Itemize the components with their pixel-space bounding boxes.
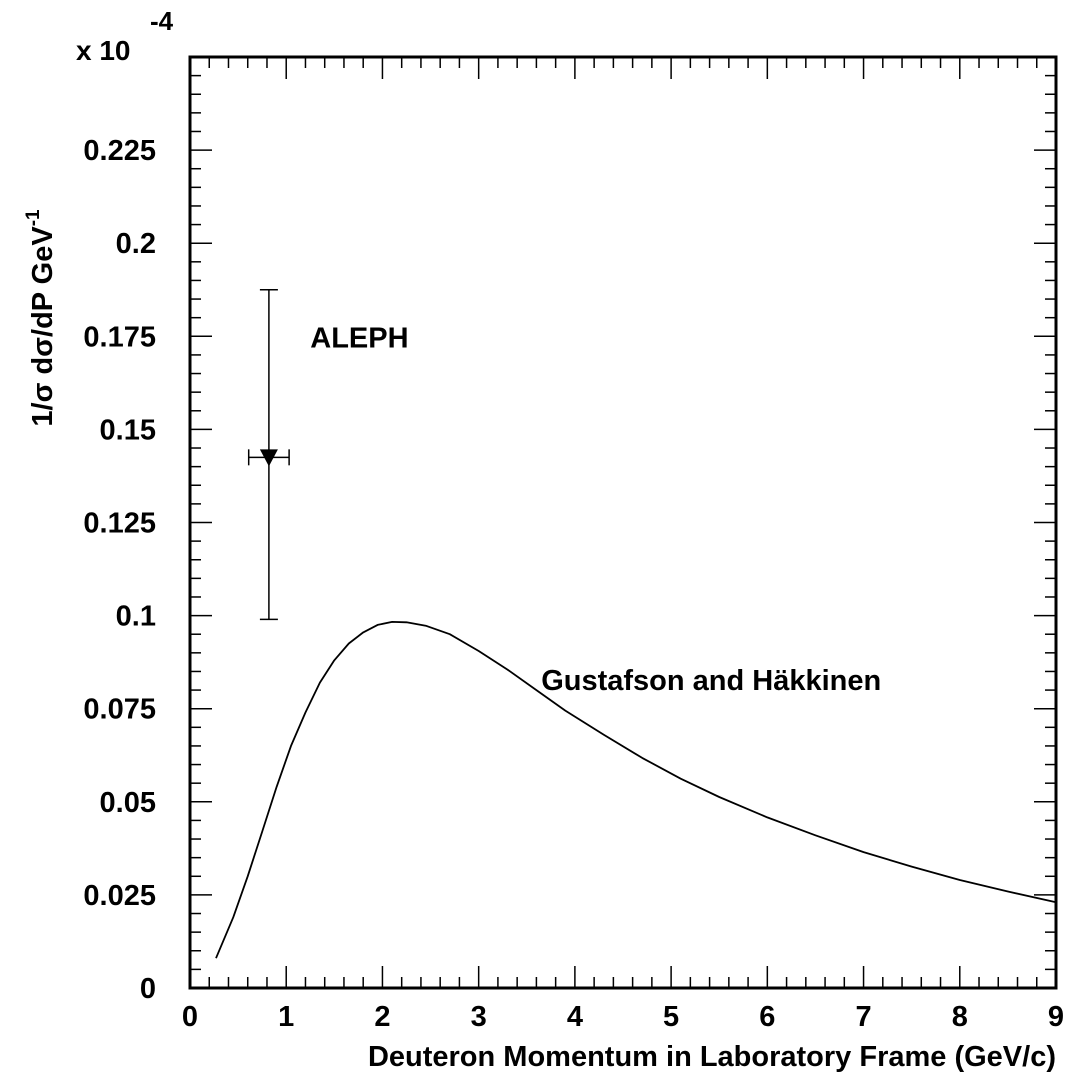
- y-tick-label: 0.05: [100, 787, 156, 819]
- y-tick-label: 0.15: [100, 414, 156, 446]
- annotations: ALEPH Gustafson and Häkkinen: [310, 322, 881, 697]
- series-layer: [215, 289, 1057, 959]
- x-tick-label: 7: [855, 1001, 871, 1033]
- annotation-label: Gustafson and Häkkinen: [541, 665, 881, 697]
- aleph-marker-triangle-down: [259, 449, 278, 467]
- x-tick-label: 9: [1048, 1001, 1064, 1033]
- x-tick-label: 0: [182, 1001, 198, 1033]
- y-tick-label: 0.2: [116, 228, 156, 260]
- x-tick-label: 5: [663, 1001, 679, 1033]
- model-curve-line: [215, 621, 1057, 959]
- x-tick-label: 3: [471, 1001, 487, 1033]
- x-tick-label: 8: [952, 1001, 968, 1033]
- x-tick-label: 4: [567, 1001, 583, 1033]
- x-tick-label: 6: [759, 1001, 775, 1033]
- tick-labels: 0 1 2 3 4 5 6 7 8 9 0 0.025 0.05 0.075 0.1 0.125 0.15 0.1…: [83, 135, 1064, 1033]
- axis-ticks: [189, 56, 1057, 989]
- y-tick-label: 0.025: [83, 880, 156, 912]
- y-axis-label: 1/σ dσ/dP GeV-1: [23, 209, 59, 427]
- x-axis-label: Deuteron Momentum in Laboratory Frame (G…: [368, 1041, 1056, 1073]
- plot-frame-rect: [188, 55, 1058, 990]
- y-tick-label: 0.175: [83, 321, 156, 353]
- y-tick-label: 0.125: [83, 508, 156, 540]
- y-axis-label-group: 1/σ dσ/dP GeV-1: [23, 209, 59, 427]
- y-axis-label-exponent: -1: [23, 209, 44, 226]
- plot-frame: [188, 55, 1058, 990]
- x-tick-label: 2: [374, 1001, 390, 1033]
- scale-exponent: -4: [150, 6, 174, 36]
- y-axis-label-main: 1/σ dσ/dP GeV: [27, 226, 59, 427]
- y-tick-label: 0: [140, 973, 156, 1005]
- x-tick-label: 1: [278, 1001, 294, 1033]
- y-tick-label: 0.1: [116, 601, 156, 633]
- y-tick-label: 0.225: [83, 135, 156, 167]
- scale-label: x 10: [76, 35, 131, 66]
- annotation-label: ALEPH: [310, 322, 408, 354]
- y-tick-label: 0.075: [83, 694, 156, 726]
